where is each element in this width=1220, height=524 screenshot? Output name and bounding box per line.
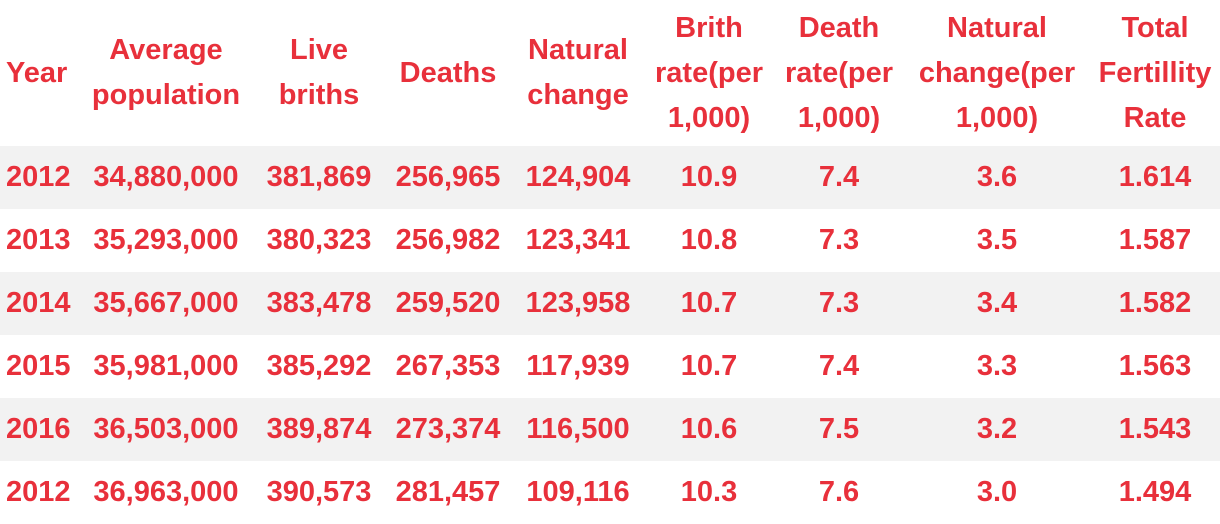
table-cell: 124,904	[512, 146, 644, 209]
table-cell: 10.7	[644, 272, 774, 335]
table-cell: 123,958	[512, 272, 644, 335]
table-cell: 7.5	[774, 398, 904, 461]
column-header: Average population	[78, 0, 254, 146]
table-cell: 10.6	[644, 398, 774, 461]
table-cell: 256,965	[384, 146, 512, 209]
table-cell: 35,293,000	[78, 209, 254, 272]
column-header-line: 1,000)	[797, 101, 881, 134]
table-cell: 7.3	[774, 209, 904, 272]
table-cell: 3.4	[904, 272, 1090, 335]
table-cell: 36,503,000	[78, 398, 254, 461]
table-cell: 35,981,000	[78, 335, 254, 398]
table-cell: 267,353	[384, 335, 512, 398]
table-cell: 7.6	[774, 461, 904, 524]
table-cell: 2015	[0, 335, 78, 398]
table-cell: 123,341	[512, 209, 644, 272]
table-cell: 10.9	[644, 146, 774, 209]
table-cell: 2014	[0, 272, 78, 335]
table-cell: 10.3	[644, 461, 774, 524]
table-cell: 281,457	[384, 461, 512, 524]
table-cell: 3.2	[904, 398, 1090, 461]
table-cell: 109,116	[512, 461, 644, 524]
table-cell: 390,573	[254, 461, 384, 524]
table-cell: 1.582	[1090, 272, 1220, 335]
column-header-line: Live	[289, 34, 349, 66]
column-header-line: Natural	[947, 11, 1047, 44]
table-cell: 117,939	[512, 335, 644, 398]
table-cell: 381,869	[254, 146, 384, 209]
table-cell: 383,478	[254, 272, 384, 335]
column-header-line: Average	[109, 34, 223, 66]
table-cell: 385,292	[254, 335, 384, 398]
table-header: Year Average population Live briths Deaths Nat…	[0, 0, 1220, 146]
column-header-line: Brith	[675, 11, 743, 44]
table-cell: 1.563	[1090, 335, 1220, 398]
column-header: Natural change	[512, 0, 644, 146]
header-row: Year Average population Live briths Deaths Nat…	[0, 0, 1220, 146]
table-cell: 10.7	[644, 335, 774, 398]
table-cell: 389,874	[254, 398, 384, 461]
column-header: Deaths	[384, 0, 512, 146]
column-header-line: Natural	[528, 34, 628, 66]
column-header-line: rate(per	[785, 56, 893, 89]
column-header-line: Death	[798, 11, 880, 44]
table-cell: 3.3	[904, 335, 1090, 398]
column-header-line: change	[527, 79, 629, 111]
table-cell: 3.5	[904, 209, 1090, 272]
column-header-line: 1,000)	[667, 101, 751, 134]
column-header-line: change(per	[918, 56, 1076, 89]
table-cell: 7.3	[774, 272, 904, 335]
table-row: 2015 35,981,000 385,292 267,353 117,939 10.7 7…	[0, 335, 1220, 398]
column-header-line: rate(per	[655, 56, 763, 89]
column-header: Brith rate(per 1,000)	[644, 0, 774, 146]
table-cell: 273,374	[384, 398, 512, 461]
column-header-line: Year	[6, 56, 68, 89]
table-cell: 2012	[0, 146, 78, 209]
column-header-line: 1,000)	[955, 101, 1039, 134]
column-header-line: briths	[278, 79, 360, 111]
table-cell: 10.8	[644, 209, 774, 272]
table-cell: 259,520	[384, 272, 512, 335]
table-cell: 3.0	[904, 461, 1090, 524]
column-header: Death rate(per 1,000)	[774, 0, 904, 146]
column-header: Natural change(per 1,000)	[904, 0, 1090, 146]
table-row: 2012 36,963,000 390,573 281,457 109,116 10.3 7…	[0, 461, 1220, 524]
table-cell: 1.494	[1090, 461, 1220, 524]
column-header: Live briths	[254, 0, 384, 146]
table-cell: 7.4	[774, 146, 904, 209]
table-row: 2012 34,880,000 381,869 256,965 124,904 10.9 7…	[0, 146, 1220, 209]
table-cell: 2013	[0, 209, 78, 272]
column-header-line: Fertillity	[1098, 56, 1212, 89]
table-cell: 1.587	[1090, 209, 1220, 272]
column-header: Total Fertillity Rate	[1090, 0, 1220, 146]
table-cell: 36,963,000	[78, 461, 254, 524]
column-header-line: Deaths	[399, 56, 497, 89]
table-cell: 34,880,000	[78, 146, 254, 209]
table-cell: 2016	[0, 398, 78, 461]
table-row: 2014 35,667,000 383,478 259,520 123,958 10.7 7…	[0, 272, 1220, 335]
column-header: Year	[0, 0, 78, 146]
table-cell: 35,667,000	[78, 272, 254, 335]
table-cell: 3.6	[904, 146, 1090, 209]
column-header-line: Total	[1121, 11, 1189, 44]
column-header-line: population	[91, 79, 241, 111]
table-cell: 256,982	[384, 209, 512, 272]
table-cell: 116,500	[512, 398, 644, 461]
table-cell: 1.614	[1090, 146, 1220, 209]
table-cell: 380,323	[254, 209, 384, 272]
table-row: 2013 35,293,000 380,323 256,982 123,341 10.8 7…	[0, 209, 1220, 272]
table-cell: 2012	[0, 461, 78, 524]
table-cell: 7.4	[774, 335, 904, 398]
column-header-line: Rate	[1123, 101, 1187, 134]
table-body: 2012 34,880,000 381,869 256,965 124,904 10.9 7…	[0, 146, 1220, 524]
table-row: 2016 36,503,000 389,874 273,374 116,500 10.6 7…	[0, 398, 1220, 461]
table-cell: 1.543	[1090, 398, 1220, 461]
